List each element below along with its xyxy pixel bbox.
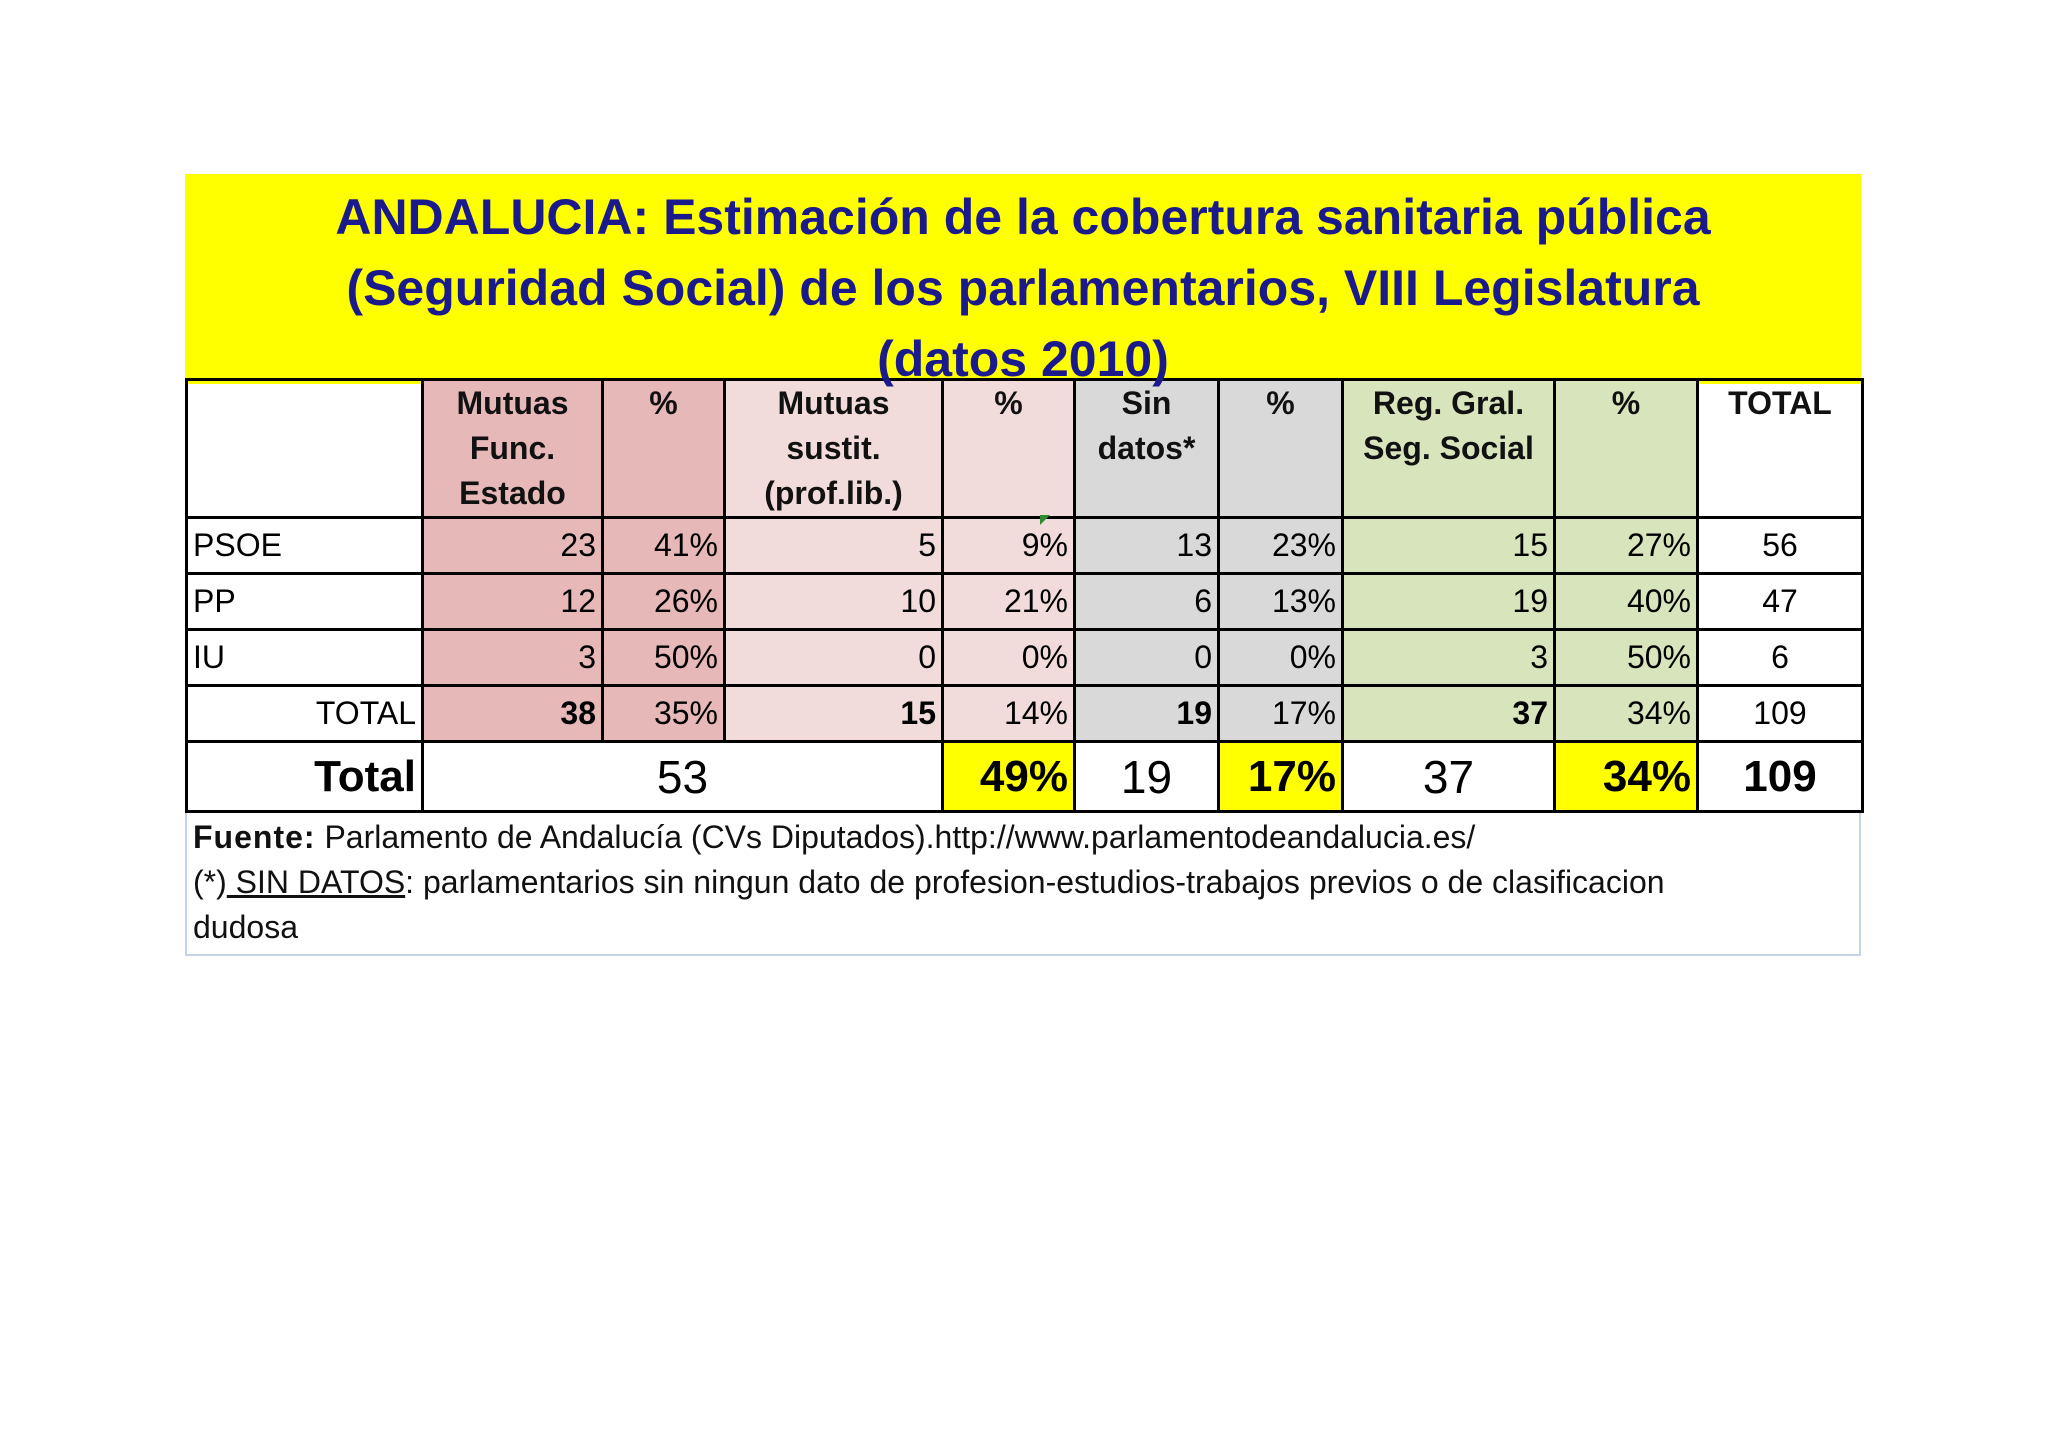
table-row: PSOE 23 41% 5 9% 13 23% 15 27% 56 <box>185 516 1864 575</box>
header-sin-datos: Sin datos* <box>1073 378 1220 519</box>
grand-sin-datos-pct: 17% <box>1217 740 1344 813</box>
header-reg-gral-l1: Reg. Gral. <box>1372 385 1525 421</box>
cell-mutuas-sustit: 0 <box>723 628 944 687</box>
cell-mutuas-func: 3 <box>421 628 604 687</box>
grand-reg-gral: 37 <box>1341 740 1556 813</box>
cell-sin-datos-pct: 0% <box>1217 628 1344 687</box>
cell-reg-gral-pct: 34% <box>1553 684 1699 743</box>
row-label-total: TOTAL <box>185 684 424 743</box>
cell-sin-datos: 13 <box>1073 516 1220 575</box>
cell-mutuas-sustit-pct: 9% <box>941 516 1076 575</box>
header-mutuas-sustit-l1: Mutuas <box>777 385 890 421</box>
cell-reg-gral: 19 <box>1341 572 1556 631</box>
grand-total-label: Total <box>185 740 424 813</box>
header-sin-datos-l1: Sin <box>1121 385 1172 421</box>
cell-reg-gral: 37 <box>1341 684 1556 743</box>
footnote-mark: (*) <box>193 864 227 900</box>
row-label: PSOE <box>185 516 424 575</box>
footnote-continuation: dudosa <box>193 909 298 945</box>
grand-reg-gral-pct: 34% <box>1553 740 1699 813</box>
header-mutuas-func-l1: Mutuas <box>456 385 569 421</box>
grand-mutuas-pct: 49% <box>941 740 1076 813</box>
cell-mutuas-func-pct: 41% <box>601 516 726 575</box>
header-pct-3: % <box>1217 378 1344 519</box>
cell-sin-datos: 0 <box>1073 628 1220 687</box>
cell-total: 109 <box>1696 684 1864 743</box>
header-mutuas-func-l3: Estado <box>459 475 566 511</box>
header-total: TOTAL <box>1696 378 1864 519</box>
header-mutuas-func-l2: Func. <box>469 430 556 466</box>
cell-reg-gral: 15 <box>1341 516 1556 575</box>
grand-mutuas: 53 <box>421 740 944 813</box>
cell-reg-gral: 3 <box>1341 628 1556 687</box>
row-label: PP <box>185 572 424 631</box>
header-mutuas-sustit-l2: sustit. <box>786 430 881 466</box>
header-pct-4: % <box>1553 378 1699 519</box>
cell-comment-indicator <box>1040 515 1050 525</box>
cell-mutuas-sustit: 15 <box>723 684 944 743</box>
cell-reg-gral-pct: 27% <box>1553 516 1699 575</box>
cell-mutuas-func-pct: 50% <box>601 628 726 687</box>
table-row: PP 12 26% 10 21% 6 13% 19 40% 47 <box>185 572 1864 631</box>
cell-mutuas-sustit-pct: 0% <box>941 628 1076 687</box>
title-line-1: ANDALUCIA: Estimación de la cobertura sa… <box>335 189 1711 245</box>
cell-sin-datos-pct: 17% <box>1217 684 1344 743</box>
grand-total-row: Total 53 49% 19 17% 37 34% 109 <box>185 740 1864 813</box>
header-mutuas-func: Mutuas Func. Estado <box>421 378 604 519</box>
cell-mutuas-func-pct: 26% <box>601 572 726 631</box>
grand-total: 109 <box>1696 740 1864 813</box>
cell-reg-gral-pct: 50% <box>1553 628 1699 687</box>
table-row: IU 3 50% 0 0% 0 0% 3 50% 6 <box>185 628 1864 687</box>
source-line: Fuente: Parlamento de Andalucía (CVs Dip… <box>193 815 1853 860</box>
header-pct-2: % <box>941 378 1076 519</box>
grand-sin-datos: 19 <box>1073 740 1220 813</box>
cell-total: 47 <box>1696 572 1864 631</box>
cell-mutuas-sustit-pct: 14% <box>941 684 1076 743</box>
cell-total: 6 <box>1696 628 1864 687</box>
table-row-total: TOTAL 38 35% 15 14% 19 17% 37 34% 109 <box>185 684 1864 743</box>
cell-mutuas-sustit: 10 <box>723 572 944 631</box>
cell-mutuas-sustit: 5 <box>723 516 944 575</box>
header-mutuas-sustit: Mutuas sustit. (prof.lib.) <box>723 378 944 519</box>
header-reg-gral: Reg. Gral. Seg. Social <box>1341 378 1556 519</box>
cell-mutuas-func: 23 <box>421 516 604 575</box>
footnote-label: SIN DATOS <box>226 864 406 900</box>
cell-reg-gral-pct: 40% <box>1553 572 1699 631</box>
header-sin-datos-l2: datos* <box>1097 430 1196 466</box>
cell-sin-datos-pct: 23% <box>1217 516 1344 575</box>
source-text: Parlamento de Andalucía (CVs Diputados).… <box>315 819 1476 855</box>
source-label: Fuente: <box>193 819 316 855</box>
row-label: IU <box>185 628 424 687</box>
cell-mutuas-func-pct: 35% <box>601 684 726 743</box>
title-line-2: (Seguridad Social) de los parlamentarios… <box>346 260 1700 316</box>
title-banner: ANDALUCIA: Estimación de la cobertura sa… <box>185 174 1861 387</box>
spreadsheet-sheet: ANDALUCIA: Estimación de la cobertura sa… <box>185 174 1864 956</box>
footnote-line: (*) SIN DATOS: parlamentarios sin ningun… <box>193 860 1853 905</box>
header-blank <box>185 378 424 519</box>
coverage-table: Mutuas Func. Estado % Mutuas sustit. (pr… <box>185 378 1864 813</box>
cell-sin-datos-pct: 13% <box>1217 572 1344 631</box>
cell-sin-datos: 19 <box>1073 684 1220 743</box>
cell-total: 56 <box>1696 516 1864 575</box>
header-mutuas-sustit-l3: (prof.lib.) <box>764 475 903 511</box>
notes-box: Fuente: Parlamento de Andalucía (CVs Dip… <box>185 813 1861 956</box>
header-reg-gral-l2: Seg. Social <box>1363 430 1534 466</box>
cell-mutuas-sustit-pct: 21% <box>941 572 1076 631</box>
cell-mutuas-func: 38 <box>421 684 604 743</box>
title-line-3: (datos 2010) <box>877 331 1169 387</box>
cell-mutuas-func: 12 <box>421 572 604 631</box>
header-row: Mutuas Func. Estado % Mutuas sustit. (pr… <box>185 378 1864 519</box>
footnote-text: : parlamentarios sin ningun dato de prof… <box>405 864 1665 900</box>
header-pct-1: % <box>601 378 726 519</box>
cell-sin-datos: 6 <box>1073 572 1220 631</box>
